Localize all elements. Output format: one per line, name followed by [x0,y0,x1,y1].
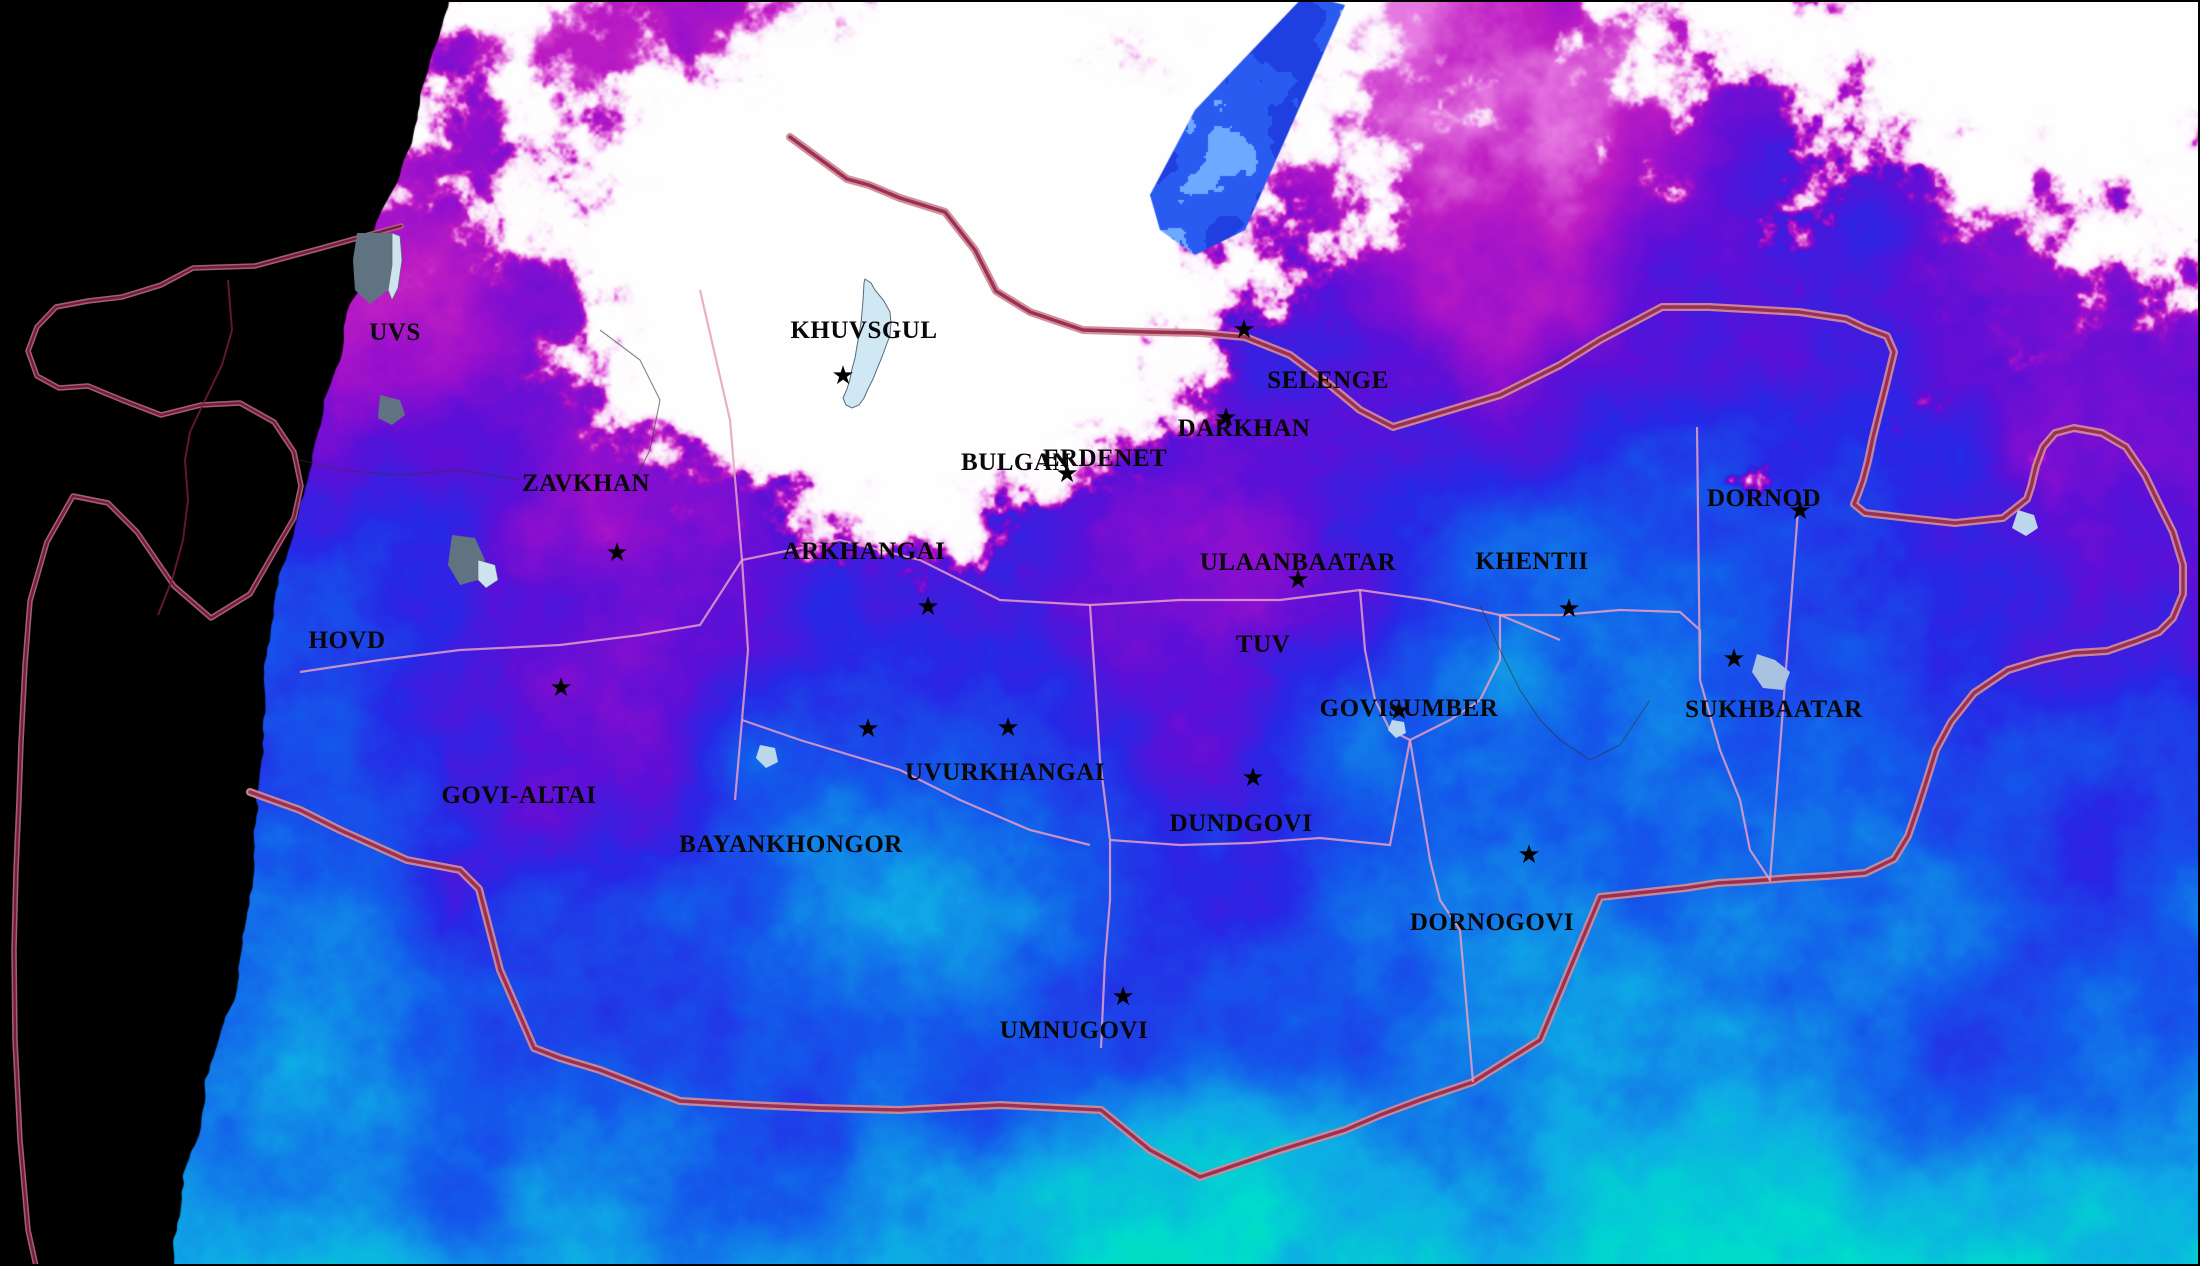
svg-text:★: ★ [996,713,1019,742]
svg-text:★: ★ [856,714,879,743]
svg-text:★: ★ [549,673,572,702]
svg-text:★: ★ [1111,982,1134,1011]
svg-text:★: ★ [1722,644,1745,673]
svg-text:★: ★ [1232,315,1255,344]
svg-text:★: ★ [1517,840,1540,869]
svg-text:★: ★ [605,538,628,567]
svg-text:★: ★ [831,361,854,390]
svg-text:★: ★ [1241,763,1264,792]
svg-text:★: ★ [916,592,939,621]
svg-text:★: ★ [1557,594,1580,623]
